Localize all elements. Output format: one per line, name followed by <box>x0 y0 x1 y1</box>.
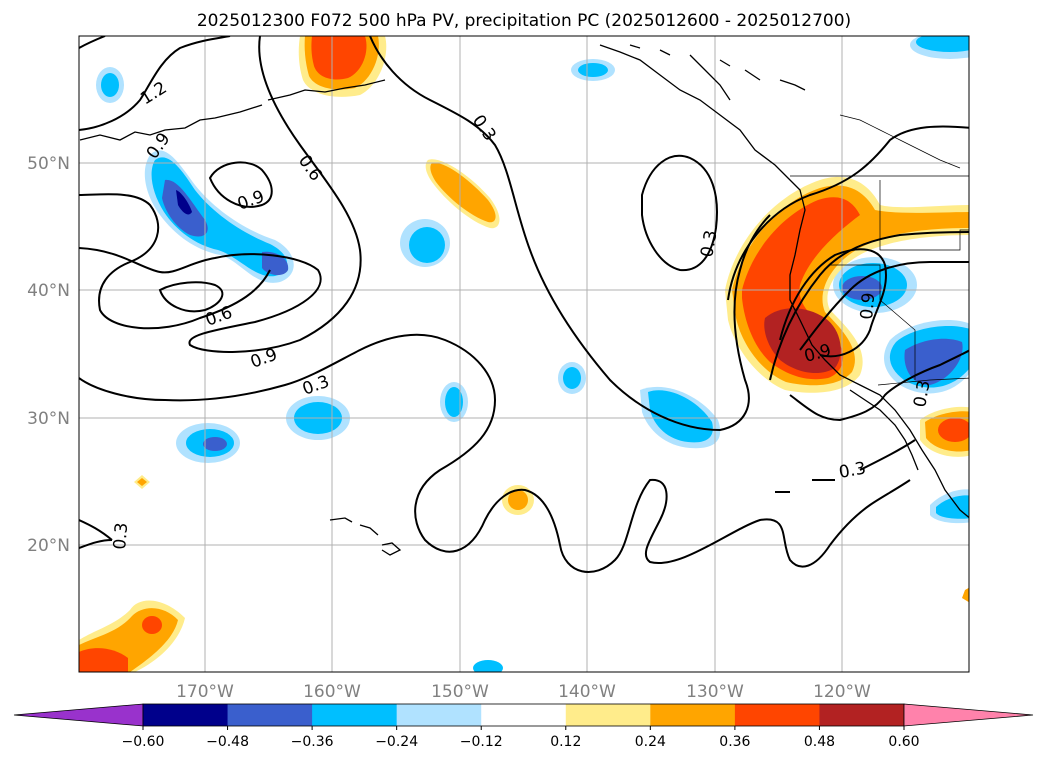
coastline <box>599 44 969 519</box>
pv-contour <box>208 161 273 208</box>
precip-area <box>842 276 882 300</box>
lat-label: 20°N <box>27 536 70 556</box>
pv-contour <box>369 36 771 432</box>
lon-label: 150°W <box>431 682 489 702</box>
longitude-labels: 170°W 160°W 150°W 140°W 130°W 120°W <box>176 682 871 702</box>
coastline <box>79 104 263 141</box>
precip-area <box>79 648 128 672</box>
lon-label: 130°W <box>686 682 744 702</box>
pv-contour <box>727 125 969 301</box>
graticule <box>79 36 969 672</box>
colorbar-tick-label: −0.12 <box>460 734 503 750</box>
coastline <box>779 79 806 91</box>
colorbar-tick-label: 0.60 <box>888 734 919 750</box>
precip-area <box>430 162 496 223</box>
contour-label: 0.3 <box>837 459 867 483</box>
colorbar-cell <box>312 704 398 726</box>
precip-area <box>936 495 969 519</box>
colorbar-tick-label: 0.24 <box>635 734 666 750</box>
border-line <box>877 377 969 386</box>
colorbar-tick-label: 0.48 <box>804 734 835 750</box>
contour-label: 0.3 <box>910 379 934 409</box>
precip-area <box>142 616 162 634</box>
coastline <box>849 389 919 471</box>
colorbar-cell <box>650 704 736 726</box>
colorbar-tick-label: −0.36 <box>291 734 334 750</box>
precip-area <box>445 387 463 417</box>
colorbar-cell <box>819 704 905 726</box>
pv-contour <box>79 333 911 573</box>
contour-label: 0.3 <box>697 229 721 259</box>
colorbar-cell <box>227 704 313 726</box>
precip-area <box>151 157 288 277</box>
lon-label: 120°W <box>813 682 871 702</box>
colorbar-cell <box>565 704 651 726</box>
precip-shading <box>79 36 969 672</box>
pv-contour <box>779 248 887 358</box>
lon-label: 140°W <box>558 682 616 702</box>
island <box>329 517 353 523</box>
pv-contour <box>79 36 231 131</box>
precip-area <box>916 36 969 52</box>
precip-area <box>409 227 445 263</box>
coastlines <box>79 44 969 556</box>
lat-label: 40°N <box>27 281 70 301</box>
colorbar-cell <box>143 704 229 726</box>
pv-contours <box>79 36 969 573</box>
pv-contour <box>158 281 224 313</box>
precip-area <box>962 587 969 603</box>
map-panel: 1.2 0.9 0.9 0.6 0.3 0.6 0.9 0.3 0.3 0.9 … <box>79 36 969 672</box>
precip-area <box>938 418 969 442</box>
pv-contour <box>79 519 113 549</box>
colorbar-tick-label: 0.36 <box>719 734 750 750</box>
colorbar-tick-label: −0.48 <box>206 734 249 750</box>
precip-area <box>563 367 581 389</box>
contour-label: 0.3 <box>110 522 132 551</box>
precip-area <box>203 437 227 451</box>
colorbar-cell <box>734 704 820 726</box>
latitude-labels: 50°N 40°N 30°N 20°N <box>27 154 70 556</box>
precip-area <box>101 73 119 97</box>
border-line <box>839 114 961 169</box>
island <box>359 524 379 536</box>
pv-contour <box>79 36 362 353</box>
lat-label: 50°N <box>27 154 70 174</box>
colorbar-cell <box>481 704 567 726</box>
coastline <box>267 79 386 101</box>
precip-area <box>648 390 713 443</box>
colorbar-tick-label: −0.24 <box>375 734 418 750</box>
pv-contour <box>79 193 271 330</box>
pv-contour <box>799 261 969 351</box>
colorbar-tick-label: −0.60 <box>122 734 165 750</box>
colorbar-cell <box>396 704 482 726</box>
precip-area <box>473 660 503 672</box>
colorbar-extend-right <box>903 703 1034 727</box>
pv-contour <box>789 349 969 422</box>
colorbar: −0.60 −0.48 −0.36 −0.24 −0.12 0.12 0.24 0.36 0.4… <box>13 703 1034 750</box>
precip-area <box>311 36 367 80</box>
island <box>381 542 402 556</box>
coastline <box>629 44 761 81</box>
pv-contour <box>79 36 106 49</box>
map-frame <box>78 35 970 673</box>
pv-contour <box>641 154 718 272</box>
lon-label: 160°W <box>303 682 361 702</box>
precip-area <box>578 63 608 77</box>
precip-area <box>137 478 147 486</box>
pv-contour <box>859 439 916 471</box>
coastline <box>689 54 731 101</box>
lat-label: 30°N <box>27 409 70 429</box>
pv-contour <box>775 479 835 493</box>
colorbar-tick-label: 0.12 <box>550 734 581 750</box>
precip-area <box>176 190 192 215</box>
contour-label: 0.9 <box>857 292 879 321</box>
precip-area <box>508 490 528 510</box>
border-line <box>879 180 969 251</box>
map-title: 2025012300 F072 500 hPa PV, precipitatio… <box>197 11 851 31</box>
colorbar-extend-left <box>13 703 144 727</box>
lon-label: 170°W <box>176 682 234 702</box>
